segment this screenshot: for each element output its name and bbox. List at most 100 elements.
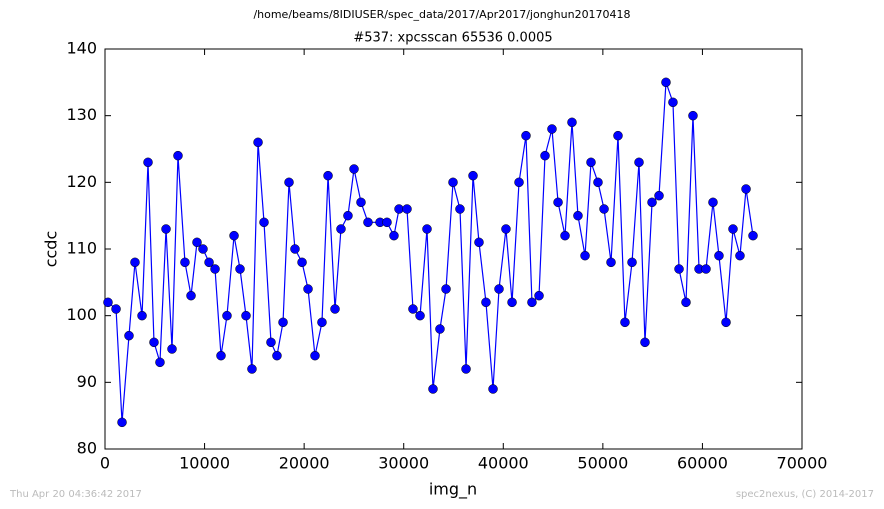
data-point <box>111 304 121 314</box>
data-point <box>216 350 226 361</box>
data-point <box>573 210 583 221</box>
suptitle: /home/beams/8IDIUSER/spec_data/2017/Apr2… <box>253 8 630 21</box>
data-point <box>259 217 269 228</box>
y-tick-label: 100 <box>66 305 97 324</box>
data-point <box>514 177 524 188</box>
data-point <box>363 217 373 228</box>
data-point <box>167 344 177 354</box>
data-point <box>708 197 718 208</box>
data-point <box>501 224 511 234</box>
data-point <box>586 157 596 168</box>
data-point <box>210 264 220 274</box>
y-tick-label: 80 <box>77 439 97 458</box>
data-point <box>180 257 190 268</box>
data-point <box>441 284 451 294</box>
y-tick-label: 90 <box>77 372 97 391</box>
data-point <box>567 117 577 128</box>
y-tick-label: 130 <box>66 105 97 124</box>
data-point <box>408 304 418 314</box>
data-point <box>527 297 537 308</box>
data-point <box>161 224 171 234</box>
data-point <box>402 204 412 214</box>
data-point <box>137 310 147 321</box>
y-tick-label: 120 <box>66 172 97 191</box>
data-point <box>553 197 563 208</box>
data-point <box>222 310 232 321</box>
data-point <box>701 264 711 274</box>
x-tick-label: 10000 <box>179 454 230 473</box>
x-tick-label: 40000 <box>478 454 529 473</box>
x-tick-label: 60000 <box>677 454 728 473</box>
data-point <box>735 250 745 261</box>
data-point <box>389 230 399 241</box>
data-point <box>394 204 404 214</box>
data-point <box>455 204 465 214</box>
data-point <box>681 297 691 308</box>
data-point <box>613 130 623 141</box>
data-point <box>599 204 609 214</box>
x-tick-label: 50000 <box>577 454 628 473</box>
data-point <box>741 184 751 194</box>
data-point <box>173 150 183 161</box>
footer-left: Thu Apr 20 04:36:42 2017 <box>9 489 142 500</box>
data-point <box>186 290 196 301</box>
data-point <box>507 297 517 308</box>
data-point <box>198 244 208 254</box>
data-point <box>428 384 438 394</box>
data-point <box>468 170 478 181</box>
data-point <box>488 384 498 394</box>
data-point <box>580 250 590 261</box>
data-point <box>297 257 307 268</box>
data-point <box>272 350 282 361</box>
data-point <box>266 337 276 348</box>
data-point <box>474 237 484 248</box>
data-point <box>343 210 353 221</box>
data-point <box>654 190 664 201</box>
data-point <box>728 224 738 234</box>
data-point <box>494 284 504 294</box>
data-point <box>540 150 550 161</box>
data-point <box>278 317 288 328</box>
data-point <box>103 297 113 308</box>
data-point <box>192 237 202 248</box>
data-point <box>547 124 557 134</box>
data-point <box>229 230 239 241</box>
data-point <box>284 177 294 188</box>
data-point <box>661 77 671 88</box>
data-point <box>560 230 570 241</box>
data-point <box>247 364 257 374</box>
x-tick-label: 0 <box>100 454 110 473</box>
data-point <box>415 310 425 321</box>
data-point <box>606 257 616 268</box>
y-axis-label: ccdc <box>42 231 61 268</box>
data-point <box>640 337 650 348</box>
data-point <box>382 217 392 228</box>
data-point <box>317 317 327 328</box>
data-point <box>448 177 458 188</box>
data-point <box>593 177 603 188</box>
data-point <box>422 224 432 234</box>
data-point <box>647 197 657 208</box>
data-point <box>290 244 300 254</box>
data-point <box>461 364 471 374</box>
data-point <box>481 297 491 308</box>
data-point <box>668 97 678 108</box>
data-point <box>336 224 346 234</box>
x-tick-label: 30000 <box>378 454 429 473</box>
data-point <box>241 310 251 321</box>
data-point <box>721 317 731 328</box>
data-point <box>674 264 684 274</box>
data-point <box>143 157 153 168</box>
data-point <box>521 130 531 141</box>
data-point <box>627 257 637 268</box>
x-axis-label: img_n <box>429 480 477 500</box>
data-point <box>748 230 758 241</box>
y-tick-label: 140 <box>66 39 97 58</box>
data-point <box>349 164 359 174</box>
data-point <box>323 170 333 181</box>
data-point <box>253 137 263 148</box>
y-tick-label: 110 <box>66 239 97 258</box>
x-tick-label: 70000 <box>777 454 828 473</box>
data-point <box>714 250 724 261</box>
